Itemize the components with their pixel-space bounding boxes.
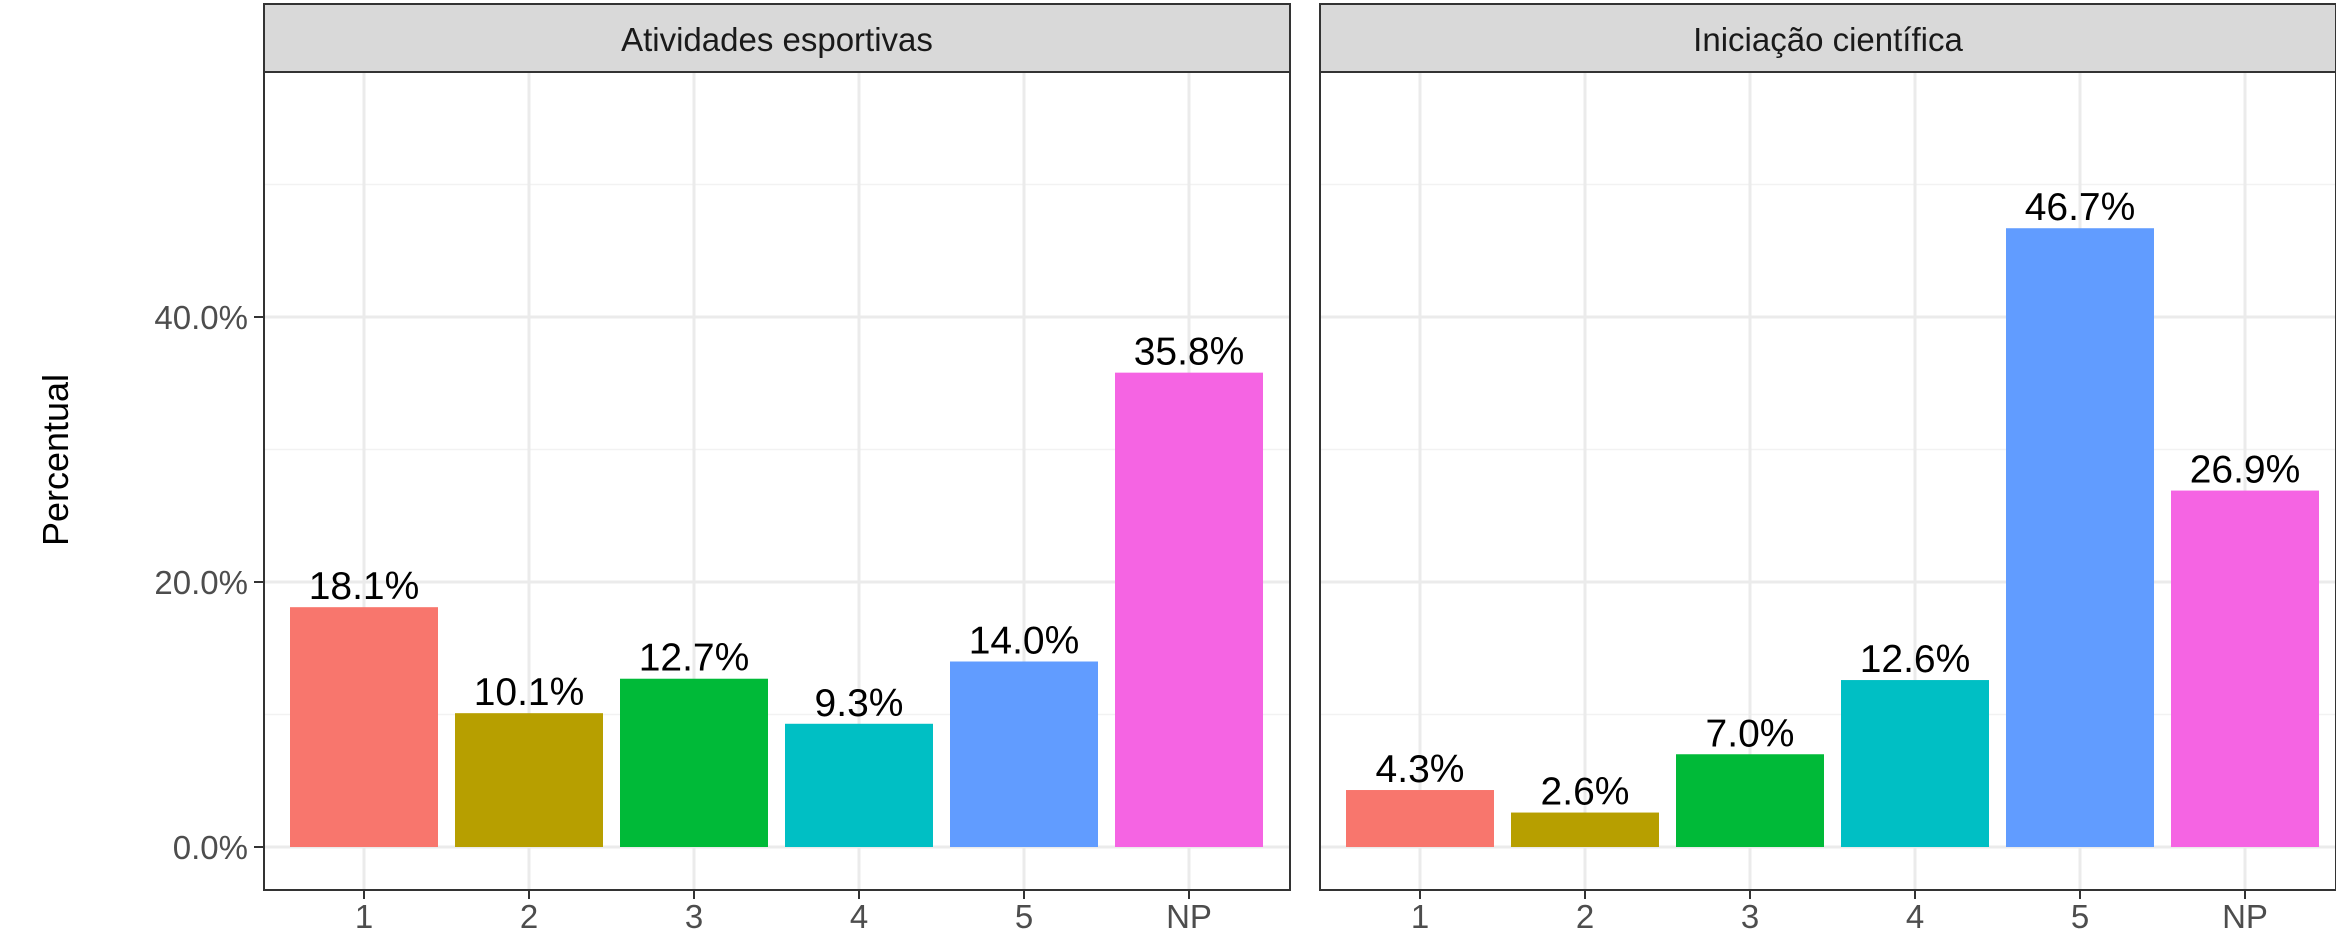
y-tick-label: 20.0% (154, 564, 248, 601)
bar (2171, 490, 2319, 847)
bar (1676, 754, 1824, 847)
y-tick-label: 40.0% (154, 299, 248, 336)
bar-value-label: 9.3% (815, 682, 904, 725)
x-tick-label: 5 (2071, 898, 2089, 933)
facet-panel: Atividades esportivas 18.1% 10.1% 12.7% 9.3%… (263, 3, 1291, 933)
bar (950, 661, 1098, 847)
facet-title: Atividades esportivas (621, 21, 933, 58)
x-tick-label: 3 (1741, 898, 1759, 933)
x-tick-label: 4 (1906, 898, 1924, 933)
bar (1115, 372, 1263, 847)
bar (785, 723, 933, 847)
bar-value-label: 26.9% (2190, 449, 2301, 492)
bar (1346, 790, 1494, 847)
panels: Atividades esportivas 18.1% 10.1% 12.7% 9.3%… (263, 3, 2336, 933)
bar-value-label: 35.8% (1134, 331, 1245, 374)
y-axis-label: Percentual (35, 374, 76, 546)
panel-border (1319, 71, 2336, 891)
x-tick-label: 3 (685, 898, 703, 933)
bar-value-label: 46.7% (2025, 186, 2136, 229)
facet-title: Iniciação científica (1693, 21, 1963, 58)
facet-panel: Iniciação científica 4.3% 2.6% 7.0% 12.6% 46.… (1319, 3, 2336, 933)
bar-value-label: 10.1% (474, 671, 585, 714)
bar (1511, 812, 1659, 847)
facet-strip (263, 3, 1291, 73)
x-tick-label: 1 (355, 898, 373, 933)
y-axis: 0.0% 20.0% 40.0% (154, 299, 264, 866)
bar-value-label: 12.6% (1860, 638, 1971, 681)
bar-value-label: 4.3% (1376, 748, 1465, 791)
bar-value-label: 14.0% (969, 620, 1080, 663)
panel-border (263, 71, 1291, 891)
bar (290, 607, 438, 847)
x-tick-label: 5 (1015, 898, 1033, 933)
bar-value-label: 12.7% (639, 637, 750, 680)
y-tick-label: 0.0% (173, 829, 248, 866)
bar (1841, 680, 1989, 847)
plot-area (1320, 72, 2336, 890)
x-tick-label: NP (1166, 898, 1212, 933)
bar (455, 713, 603, 847)
bar (620, 678, 768, 847)
x-tick-label: 1 (1411, 898, 1429, 933)
x-tick-label: NP (2222, 898, 2268, 933)
x-tick-label: 2 (520, 898, 538, 933)
bar-value-label: 2.6% (1541, 771, 1630, 814)
bar-value-label: 7.0% (1706, 712, 1795, 755)
x-tick-label: 2 (1576, 898, 1594, 933)
x-tick-label: 4 (850, 898, 868, 933)
bar-value-label: 18.1% (309, 565, 420, 608)
bar (2006, 228, 2154, 848)
